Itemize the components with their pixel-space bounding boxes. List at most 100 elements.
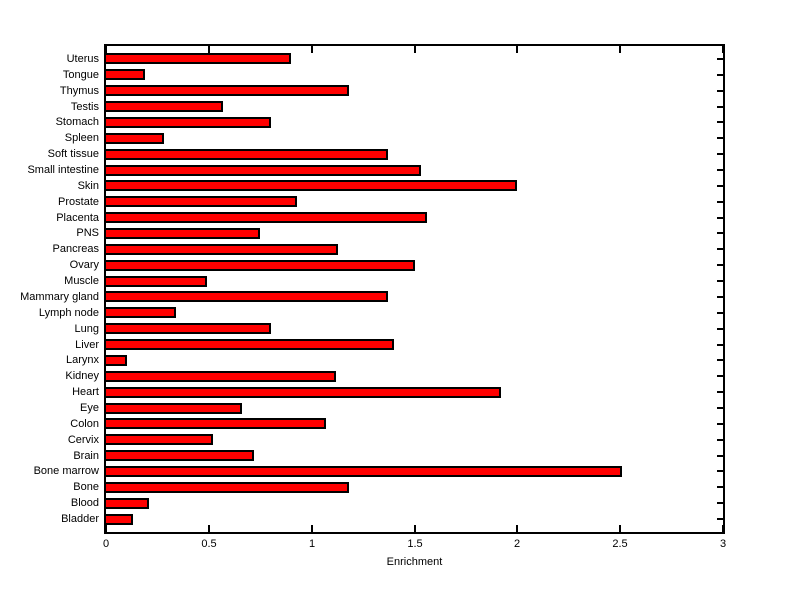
y-label-soft-tissue: Soft tissue [47,148,99,161]
y-label-liver: Liver [75,338,99,351]
y-tick-right [717,470,723,473]
bar-thymus [106,85,349,97]
plot-area [104,44,725,534]
x-tick-top [619,46,621,53]
y-tick-right [717,264,723,267]
y-label-larynx: Larynx [65,354,99,367]
bar-small-intestine [106,164,421,176]
x-tick-top [516,46,518,53]
bar-kidney [106,370,336,382]
y-tick-right [717,518,723,521]
x-tick-label: 1 [308,538,316,550]
bar-lung [106,323,271,335]
x-tick-label: 2.5 [612,538,628,550]
bar-prostate [106,196,297,208]
y-label-bone-marrow: Bone marrow [33,465,99,478]
bar-skin [106,180,517,192]
y-label-bladder: Bladder [61,513,99,526]
y-label-cervix: Cervix [67,433,99,446]
y-label-blood: Blood [70,497,99,510]
y-label-stomach: Stomach [55,116,99,129]
y-tick-right [717,137,723,140]
y-tick-right [717,121,723,124]
x-axis-title: Enrichment [386,556,443,568]
y-label-brain: Brain [73,449,99,462]
y-label-prostate: Prostate [58,195,99,208]
y-label-placenta: Placenta [56,211,99,224]
y-tick-right [717,438,723,441]
ticks-layer [105,46,724,532]
y-tick-right [717,422,723,425]
y-label-thymus: Thymus [59,84,99,97]
x-tick-label: 3 [719,538,727,550]
bar-placenta [106,212,427,224]
x-tick-bottom [516,525,518,532]
y-tick-right [717,57,723,60]
y-label-mammary-gland: Mammary gland [20,290,99,303]
y-tick-right [717,232,723,235]
x-tick-bottom [311,525,313,532]
bar-pancreas [106,243,338,255]
y-label-testis: Testis [70,100,99,113]
y-tick-right [717,407,723,409]
bar-soft-tissue [106,148,388,160]
bar-bladder [106,513,133,525]
bar-bone [106,481,349,493]
y-tick-right [717,311,723,314]
y-label-tongue: Tongue [62,68,99,81]
x-tick-bottom [414,525,416,532]
y-tick-right [717,343,723,346]
x-tick-top [208,46,210,53]
bar-eye [106,402,242,414]
y-label-pns: PNS [76,227,99,240]
y-tick-right [717,216,723,219]
x-tick-top [414,46,416,53]
x-tick-top [311,46,313,53]
bar-tongue [106,69,145,81]
y-label-lung: Lung [74,322,99,335]
bar-larynx [106,354,127,366]
bar-stomach [106,116,271,128]
y-label-spleen: Spleen [64,132,99,145]
y-tick-right [717,327,723,330]
bar-testis [106,101,223,113]
y-tick-right [717,280,723,283]
y-label-kidney: Kidney [65,370,99,383]
x-tick-label: 1.5 [407,538,423,550]
y-tick-right [717,184,723,187]
bar-liver [106,339,394,351]
y-tick-right [717,502,723,505]
bar-uterus [106,53,291,65]
y-tick-right [717,73,723,76]
y-label-pancreas: Pancreas [52,243,99,256]
y-tick-right [717,248,723,251]
x-tick-bottom [722,525,724,532]
bar-lymph-node [106,307,176,319]
bar-pns [106,227,260,239]
y-tick-right [717,391,723,394]
y-tick-right [717,105,723,108]
y-label-uterus: Uterus [66,52,99,65]
x-tick-label: 2 [513,538,521,550]
x-tick-top [722,46,724,53]
y-label-muscle: Muscle [64,275,99,288]
bar-brain [106,450,254,462]
y-tick-right [717,153,723,156]
y-tick-right [717,89,723,92]
x-tick-label: 0 [102,538,110,550]
y-tick-right [717,486,723,489]
y-label-lymph-node: Lymph node [38,306,99,319]
y-tick-right [717,375,723,378]
y-label-ovary: Ovary [69,259,99,272]
bar-ovary [106,259,415,271]
y-tick-right [717,359,723,362]
bar-spleen [106,132,164,144]
bar-colon [106,418,326,430]
bar-blood [106,497,149,509]
x-tick-label: 0.5 [201,538,217,550]
x-tick-bottom [105,525,107,532]
x-tick-bottom [619,525,621,532]
y-tick-right [717,295,723,298]
bar-heart [106,386,501,398]
